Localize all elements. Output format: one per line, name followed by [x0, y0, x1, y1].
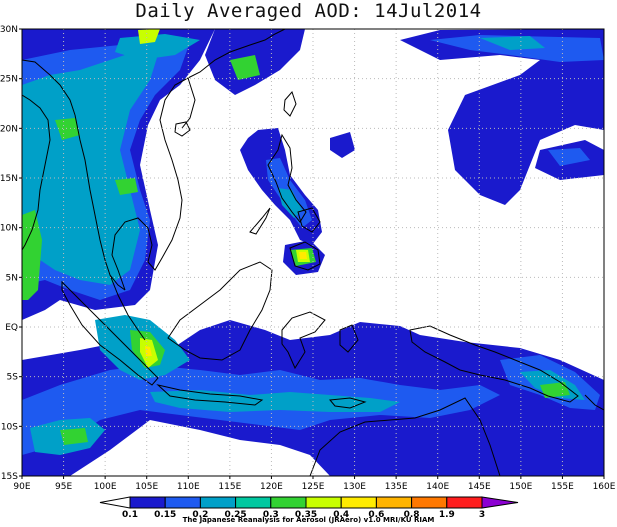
lon-tick-label: 115E [218, 482, 241, 492]
aod-field-teal-west [22, 48, 160, 285]
coast-mindanao [289, 241, 321, 271]
colorbar-label: 0.3 [263, 510, 279, 520]
colorbar-label: 0.6 [368, 510, 384, 520]
coast-java [156, 384, 264, 406]
credit-text: The Japanese Reanalysis for Aerosol (JRA… [182, 516, 435, 524]
lat-tick-label: 25N [0, 75, 18, 85]
colorbar-label: 1.9 [439, 510, 455, 520]
colorbar-label: 0.8 [404, 510, 420, 520]
colorbar-segment [446, 496, 483, 509]
lon-tick-label: 135E [385, 482, 408, 492]
colorbar-segment [199, 496, 237, 509]
aod-field-green-top [230, 55, 260, 80]
aod-field-green-south [60, 428, 88, 445]
coast-australia [309, 397, 501, 476]
coast-indochina [147, 29, 286, 271]
lon-tick-label: 130E [343, 482, 366, 492]
lon-tick-label: 140E [426, 482, 449, 492]
lon-tick-label: 150E [509, 482, 532, 492]
coast-myanmar [74, 114, 126, 291]
lon-tick-label: 125E [302, 482, 325, 492]
colorbar-segment [340, 496, 377, 509]
colorbar-segment [235, 496, 272, 509]
colorbar-label: 0.25 [224, 510, 246, 520]
lon-tick-label: 105E [135, 482, 158, 492]
coast-moluccas [339, 324, 359, 353]
aod-field-yellow-mindanao [299, 252, 307, 259]
colorbar-segment [270, 496, 307, 509]
colorbar-label: 0.1 [122, 510, 138, 520]
coast-luzon [267, 133, 307, 223]
lat-tick-label: 5N [6, 273, 18, 283]
lat-tick-label: 10N [0, 224, 18, 234]
coastlines [22, 29, 604, 476]
lat-tick-label: 20N [0, 124, 18, 134]
aod-field-mid-pacific [548, 148, 590, 166]
aod-field-green-bay [55, 118, 80, 140]
coast-visayas [297, 207, 321, 233]
coast-hainan [174, 121, 191, 137]
coast-bay-north [22, 59, 76, 116]
aod-field-yg-top [138, 29, 160, 44]
coast-timor [329, 397, 367, 409]
coast-taiwan [283, 91, 297, 117]
lon-tick-label: 160E [593, 482, 616, 492]
lat-tick-label: 10S [1, 422, 18, 432]
lat-axis: 30N 25N 20N 15N 10N 5N EQ 5S 10S 15S [0, 25, 22, 482]
colorbar-label: 0.35 [295, 510, 317, 520]
aod-field-teal-ne [480, 36, 545, 50]
colorbar-label: 0.15 [154, 510, 176, 520]
coast-sulawesi [281, 311, 326, 370]
coast-sumatra [61, 280, 159, 386]
coast-malaya [109, 274, 146, 341]
lon-tick-label: 120E [260, 482, 283, 492]
map-title: Daily Averaged AOD: 14Jul2014 [135, 0, 482, 22]
colorbar-under-triangle [99, 496, 131, 509]
coast-newguinea [409, 325, 579, 403]
lon-tick-label: 100E [94, 482, 117, 492]
lat-tick-label: 15N [0, 174, 18, 184]
lon-tick-label: 110E [177, 482, 200, 492]
coast-pacific-islands [584, 394, 604, 411]
lon-tick-label: 95E [55, 482, 72, 492]
colorbar: 0.1 0.15 0.2 0.25 0.3 0.35 0.4 0.6 0.8 1.9 3 [99, 496, 519, 520]
gridlines [22, 29, 604, 476]
aod-field-teal-top [115, 34, 200, 60]
lon-tick-label: 155E [551, 482, 574, 492]
lat-tick-label: 30N [0, 25, 18, 35]
colorbar-segment [375, 496, 413, 509]
lat-tick-label: 15S [1, 472, 18, 482]
aod-field-low-spot [330, 132, 355, 158]
colorbar-over-triangle [481, 496, 519, 509]
colorbar-label: 0.4 [333, 510, 349, 520]
lon-tick-label: 90E [13, 482, 30, 492]
colorbar-segment [129, 496, 166, 509]
lon-axis: 90E 95E 100E 105E 110E 115E 120E 125E 130E 135E 14… [13, 476, 616, 492]
aod-field-teal-phil [278, 188, 302, 218]
colorbar-segment [164, 496, 201, 509]
coast-palawan [249, 207, 271, 235]
lon-tick-label: 145E [468, 482, 491, 492]
coast-india-east [22, 94, 51, 251]
colorbar-label: 0.2 [192, 510, 208, 520]
lat-tick-label: EQ [5, 323, 18, 333]
colorbar-label: 3 [479, 510, 485, 520]
aod-field-low-ne [400, 29, 604, 205]
colorbar-segment [305, 496, 342, 509]
colorbar-segment [411, 496, 448, 509]
coast-thailand [111, 217, 153, 291]
lat-tick-label: 5S [7, 373, 19, 383]
aod-field-green-indochina [115, 178, 138, 195]
coast-borneo [167, 261, 273, 361]
